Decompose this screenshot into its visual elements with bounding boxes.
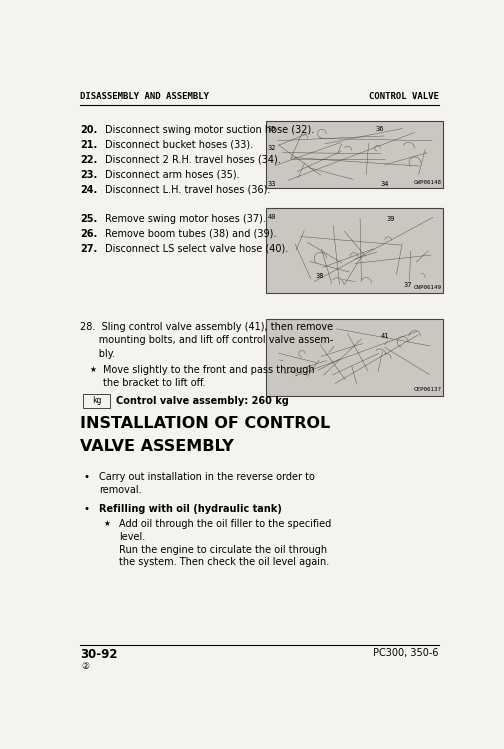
Text: 40: 40 xyxy=(268,214,276,220)
Text: bly.: bly. xyxy=(80,348,115,359)
Text: 35: 35 xyxy=(268,127,276,133)
Text: Refilling with oil (hydraulic tank): Refilling with oil (hydraulic tank) xyxy=(99,504,282,514)
Text: 36: 36 xyxy=(375,127,384,133)
Text: 25.: 25. xyxy=(80,214,97,224)
Text: 23.: 23. xyxy=(80,169,97,180)
Text: mounting bolts, and lift off control valve assem-: mounting bolts, and lift off control val… xyxy=(80,335,334,345)
FancyBboxPatch shape xyxy=(266,318,443,395)
Text: Disconnect LS select valve hose (40).: Disconnect LS select valve hose (40). xyxy=(105,244,288,254)
Text: 41: 41 xyxy=(381,333,390,339)
Text: 34: 34 xyxy=(381,181,390,187)
Text: INSTALLATION OF CONTROL: INSTALLATION OF CONTROL xyxy=(80,416,330,431)
Text: 21.: 21. xyxy=(80,139,97,150)
Text: 22.: 22. xyxy=(80,154,97,165)
Text: the bracket to lift off.: the bracket to lift off. xyxy=(103,377,206,388)
Text: DISASSEMBLY AND ASSEMBLY: DISASSEMBLY AND ASSEMBLY xyxy=(80,92,209,101)
Text: 33: 33 xyxy=(268,181,276,187)
Text: ②: ② xyxy=(82,662,90,671)
Text: PC300, 350-6: PC300, 350-6 xyxy=(373,648,439,658)
Text: Disconnect swing motor suction hose (32).: Disconnect swing motor suction hose (32)… xyxy=(105,124,314,135)
Text: the system. Then check the oil level again.: the system. Then check the oil level aga… xyxy=(119,557,329,567)
Text: kg: kg xyxy=(92,396,101,405)
Text: Control valve assembly: 260 kg: Control valve assembly: 260 kg xyxy=(116,395,289,405)
Text: 20.: 20. xyxy=(80,124,97,135)
Text: 32: 32 xyxy=(268,145,276,151)
Text: Disconnect bucket hoses (33).: Disconnect bucket hoses (33). xyxy=(105,139,253,150)
Text: •: • xyxy=(84,504,90,514)
Text: Remove swing motor hoses (37).: Remove swing motor hoses (37). xyxy=(105,214,266,224)
Text: CWP06148: CWP06148 xyxy=(413,180,441,184)
Text: Run the engine to circulate the oil through: Run the engine to circulate the oil thro… xyxy=(119,545,327,554)
Text: CNP06149: CNP06149 xyxy=(413,285,441,290)
Text: 24.: 24. xyxy=(80,184,97,195)
Text: 37: 37 xyxy=(404,282,412,288)
Text: level.: level. xyxy=(119,532,145,542)
Text: Disconnect 2 R.H. travel hoses (34).: Disconnect 2 R.H. travel hoses (34). xyxy=(105,154,281,165)
Text: 39: 39 xyxy=(386,216,395,222)
Text: Add oil through the oil filler to the specified: Add oil through the oil filler to the sp… xyxy=(119,519,331,529)
Text: ★: ★ xyxy=(103,519,110,528)
Text: 27.: 27. xyxy=(80,244,97,254)
Text: Carry out installation in the reverse order to: Carry out installation in the reverse or… xyxy=(99,472,316,482)
Text: 30-92: 30-92 xyxy=(80,648,117,661)
FancyBboxPatch shape xyxy=(83,394,109,407)
Text: 28.  Sling control valve assembly (41), then remove: 28. Sling control valve assembly (41), t… xyxy=(80,321,333,332)
Text: CONTROL VALVE: CONTROL VALVE xyxy=(369,92,439,101)
Text: 38: 38 xyxy=(316,273,324,279)
Text: 26.: 26. xyxy=(80,229,97,239)
Text: Move slightly to the front and pass through: Move slightly to the front and pass thro… xyxy=(103,366,315,375)
Text: ★: ★ xyxy=(89,366,96,374)
FancyBboxPatch shape xyxy=(266,208,443,293)
Text: Disconnect L.H. travel hoses (36).: Disconnect L.H. travel hoses (36). xyxy=(105,184,270,195)
Text: removal.: removal. xyxy=(99,485,142,495)
FancyBboxPatch shape xyxy=(266,121,443,188)
Text: CEP06137: CEP06137 xyxy=(413,387,441,392)
Text: •: • xyxy=(84,472,90,482)
Text: VALVE ASSEMBLY: VALVE ASSEMBLY xyxy=(80,440,234,455)
Text: Disconnect arm hoses (35).: Disconnect arm hoses (35). xyxy=(105,169,239,180)
Text: Remove boom tubes (38) and (39).: Remove boom tubes (38) and (39). xyxy=(105,229,276,239)
